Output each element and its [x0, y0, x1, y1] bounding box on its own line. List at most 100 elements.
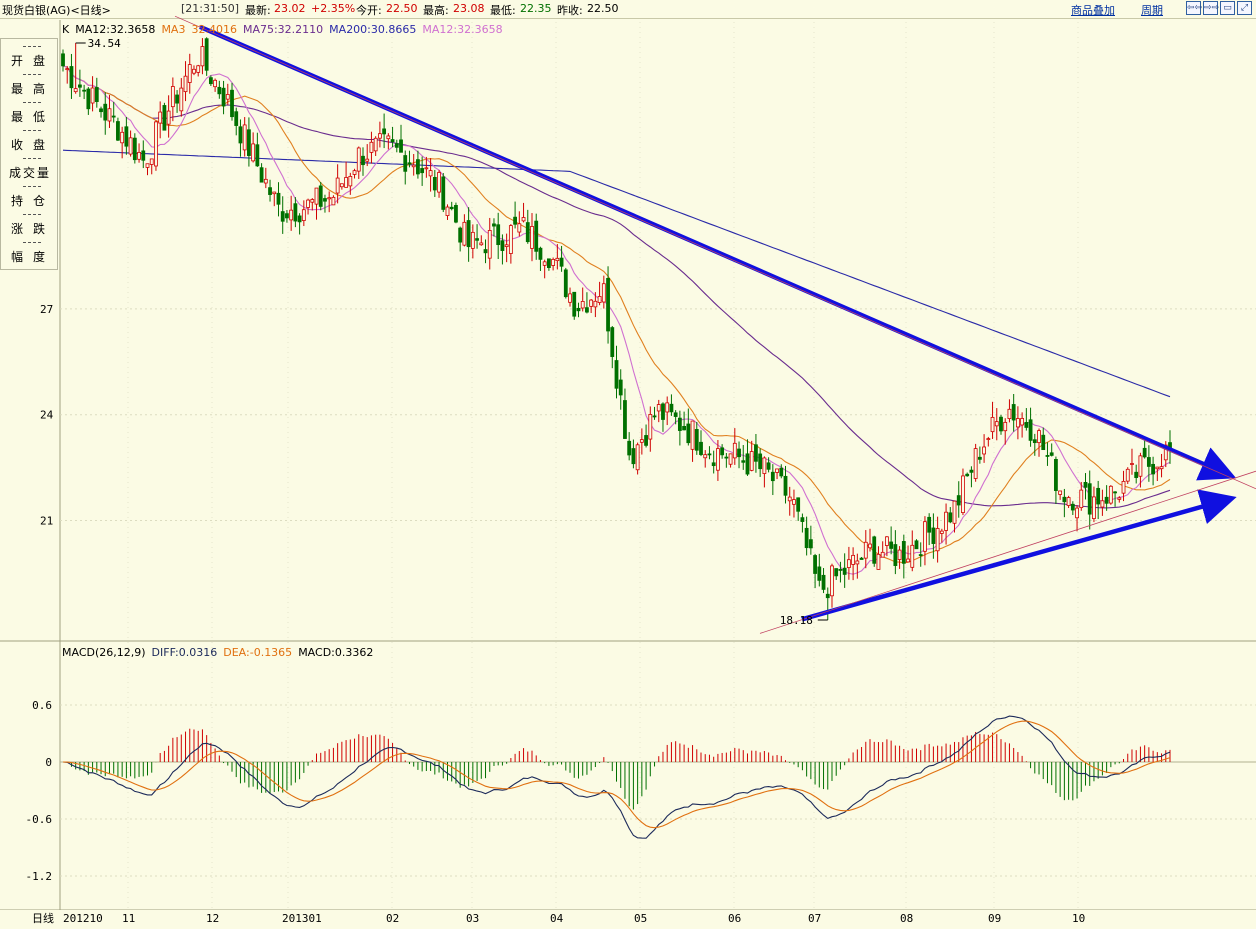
candle-body — [994, 421, 999, 427]
candle — [107, 95, 112, 128]
candle-body — [234, 111, 239, 126]
candle — [263, 167, 268, 189]
candle — [1070, 501, 1075, 515]
candle — [563, 267, 568, 299]
candle — [1125, 467, 1130, 484]
candle — [225, 83, 230, 105]
candle-body — [525, 222, 530, 243]
candle — [606, 266, 610, 344]
candle — [986, 436, 991, 447]
candle-body — [796, 497, 801, 512]
candle — [931, 513, 936, 559]
candle-body — [504, 244, 509, 248]
candle-body — [999, 416, 1003, 432]
candle — [272, 191, 277, 207]
candle — [927, 513, 932, 546]
candle — [1100, 489, 1105, 516]
candle — [276, 182, 281, 217]
candle — [166, 95, 171, 138]
candle-body — [1079, 489, 1084, 509]
candle-body — [555, 257, 560, 262]
candle — [301, 200, 306, 227]
sidebar-divider — [23, 46, 41, 47]
candle-body — [323, 198, 327, 202]
candle — [132, 133, 137, 164]
candle — [377, 121, 382, 148]
candle — [656, 399, 661, 423]
candle — [479, 235, 484, 246]
candle-body — [230, 89, 234, 118]
trendline-support — [801, 489, 1237, 622]
candle — [73, 43, 78, 94]
open-value: 22.50 — [386, 2, 418, 15]
x-tick-label: 09 — [988, 912, 1001, 925]
candle-body — [466, 220, 471, 248]
candle — [162, 102, 167, 131]
candle — [1049, 443, 1054, 457]
candle — [601, 275, 606, 309]
candle — [800, 513, 805, 533]
candle-body — [500, 240, 505, 251]
candle-body — [1083, 481, 1088, 488]
candle-body — [982, 446, 986, 455]
overlay-commodity-link[interactable]: 商品叠加 — [1071, 4, 1115, 17]
candle — [1045, 442, 1050, 466]
candle — [1075, 505, 1079, 532]
y-tick-label: 24 — [40, 409, 54, 422]
candle — [90, 76, 95, 112]
candle — [230, 82, 234, 121]
candle-body — [238, 126, 243, 144]
candle — [82, 84, 87, 100]
period-link[interactable]: 周期 — [1141, 4, 1163, 17]
scroll-left-button[interactable]: ⇦⇦ — [1186, 1, 1203, 15]
candle-body — [200, 46, 205, 67]
candle — [141, 140, 146, 169]
candle-body — [1113, 491, 1117, 494]
candle — [779, 464, 784, 479]
candle-body — [137, 152, 141, 160]
candle-body — [716, 448, 720, 471]
candle — [1066, 495, 1071, 509]
candle-body — [517, 223, 522, 233]
candle-body — [145, 163, 150, 168]
candle — [1037, 428, 1041, 457]
candle-body — [927, 516, 932, 533]
candle — [432, 169, 437, 197]
scroll-right-button[interactable]: ⇨⇨ — [1203, 1, 1220, 15]
candle — [834, 568, 839, 580]
maximize-button[interactable]: ⤢ — [1237, 1, 1252, 15]
candle — [703, 450, 708, 468]
candle — [728, 453, 733, 468]
candle-body — [297, 215, 302, 223]
candle — [158, 101, 163, 139]
candle — [1020, 412, 1025, 438]
candle — [1104, 485, 1109, 511]
candle — [846, 546, 851, 580]
candle — [1092, 486, 1096, 523]
candle-body — [542, 261, 547, 266]
candle-body — [365, 158, 370, 162]
candle — [762, 456, 767, 488]
candle-body — [1075, 507, 1079, 519]
candle-body — [606, 277, 610, 332]
candle — [851, 547, 856, 581]
candle-body — [356, 147, 361, 172]
candle — [1015, 406, 1020, 440]
candle-body — [82, 89, 87, 92]
legend-text: MACD(26,12,9) DIFF:0.0316 DEA:-0.1365 MACD:… — [62, 646, 373, 659]
ma200-line — [62, 149, 1171, 398]
candle — [293, 197, 298, 228]
candle — [918, 542, 923, 567]
x-tick-label: 08 — [900, 912, 913, 925]
candle — [589, 298, 594, 314]
candle-body — [973, 448, 978, 479]
candle-body — [394, 143, 399, 148]
candle-body — [830, 565, 834, 597]
candle-body — [745, 453, 750, 475]
restore-button[interactable]: ▭ — [1220, 1, 1235, 15]
candle — [817, 553, 822, 587]
candle-body — [107, 108, 112, 122]
candle-body — [73, 88, 78, 93]
candle — [965, 472, 970, 477]
